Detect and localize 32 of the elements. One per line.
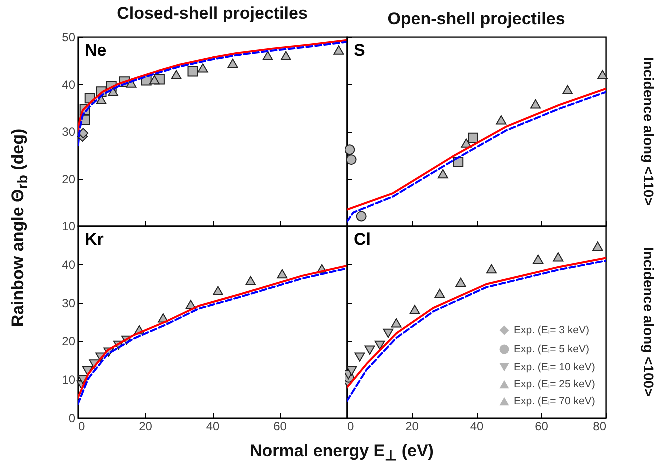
y-tick-label: 10: [62, 220, 76, 234]
x-tick-label: 0: [78, 420, 86, 434]
annotation: Cl: [354, 230, 371, 249]
x-tick-label: 20: [406, 420, 420, 434]
annotation: Ne: [85, 41, 107, 60]
x-tick-label: 0: [348, 420, 354, 434]
annotation: S: [354, 41, 366, 60]
y-tick-label: 30: [62, 125, 76, 139]
annotation: Kr: [85, 230, 104, 249]
legend-label: Exp. (Eᵢ= 10 keV): [514, 362, 596, 374]
chart-title: Closed-shell projectiles: [117, 4, 308, 23]
legend-label: Exp. (Eᵢ= 5 keV): [514, 344, 590, 356]
x-tick-label: 80: [593, 420, 607, 434]
y-tick-label: 20: [62, 334, 76, 349]
y2-axis-title: Incidence along <110>: [641, 57, 657, 206]
y-tick-label: 20: [62, 172, 76, 186]
chart-title: Open-shell projectiles: [388, 10, 566, 28]
y-tick-label: 40: [62, 258, 76, 272]
x-tick-label: 40: [470, 420, 484, 434]
y2-axis-title: Incidence along <100>: [641, 247, 657, 397]
x-tick-label: 60: [274, 420, 288, 434]
legend-label: Exp. (Eᵢ= 70 keV): [514, 396, 596, 408]
legend-label: Exp. (Eᵢ= 25 keV): [514, 378, 596, 390]
y-tick-label: 50: [62, 30, 76, 44]
y-tick-label: 30: [62, 296, 76, 310]
x-tick-label: 60: [535, 420, 549, 434]
x-tick-label: 40: [206, 420, 220, 434]
x-axis-title: Normal energy E$_{⊥}$ (eV): [250, 441, 434, 465]
legend-label: Exp. (Eᵢ= 3 keV): [514, 324, 590, 336]
y-tick-label: 40: [62, 78, 76, 92]
x-tick-label: 20: [139, 420, 153, 434]
y-tick-label: 10: [62, 373, 76, 388]
